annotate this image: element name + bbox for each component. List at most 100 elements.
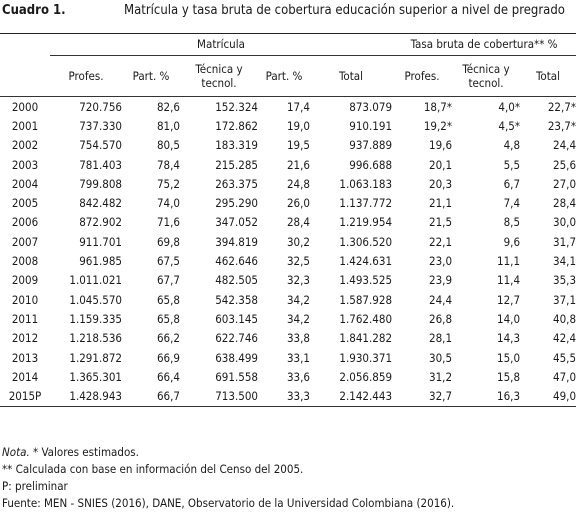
- year-cell: 2004: [11, 176, 39, 191]
- value-cell: 6,7: [503, 176, 521, 191]
- value-cell: 19,5: [286, 138, 310, 153]
- table-row: 2012 1.218.536 66,2 622.746 33,8 1.841.282 28,…: [0, 329, 576, 348]
- value-cell: 11,4: [497, 273, 521, 288]
- value-cell: 32,7: [392, 386, 453, 407]
- value-cell: 394.819: [215, 234, 258, 249]
- value-cell: 1.045.570: [69, 292, 122, 307]
- value-cell: 33,8: [286, 331, 310, 346]
- value-cell: 32,5: [286, 254, 310, 269]
- value-cell: 603.145: [215, 311, 258, 326]
- value-cell: 2.056.859: [339, 369, 393, 384]
- value-cell: 12,7: [497, 292, 521, 307]
- value-cell: 67,5: [156, 254, 180, 269]
- value-cell: 32,3: [286, 273, 310, 288]
- value-cell: 67,7: [156, 273, 180, 288]
- value-cell: 66,9: [156, 350, 180, 365]
- enrollment-table: Matrícula Tasa bruta de cobertura** % Pr…: [0, 33, 576, 407]
- value-cell: 4,0*: [498, 99, 521, 114]
- value-cell: 542.358: [215, 292, 258, 307]
- value-cell: 23,9: [429, 273, 453, 288]
- table-row: 2005 842.482 74,0 295.290 26,0 1.137.772 21,1 7…: [0, 193, 576, 212]
- group-tasa: Tasa bruta de cobertura** %: [392, 33, 576, 56]
- value-cell: 33,6: [286, 369, 310, 384]
- value-cell: 28,1: [429, 331, 453, 346]
- year-cell: 2015P: [0, 386, 50, 407]
- note-label: Nota.: [2, 445, 30, 459]
- note-text: * Valores estimados.: [33, 445, 139, 459]
- value-cell: 2.142.443: [310, 386, 393, 407]
- value-cell: 34,2: [286, 311, 310, 326]
- value-cell: 16,3: [452, 386, 521, 407]
- value-cell: 30,2: [286, 234, 310, 249]
- note-census: ** Calculada con base en información del…: [2, 462, 304, 476]
- value-cell: 482.505: [215, 273, 258, 288]
- value-cell: 25,6: [553, 157, 576, 172]
- value-cell: 1.159.335: [69, 311, 122, 326]
- value-cell: 40,8: [553, 311, 576, 326]
- value-cell: 66,4: [156, 369, 180, 384]
- table-row: 2014 1.365.301 66,4 691.558 33,6 2.056.859 31,…: [0, 367, 576, 386]
- value-cell: 937.889: [349, 138, 393, 153]
- value-cell: 1.011.021: [69, 273, 122, 288]
- value-cell: 1.841.282: [339, 331, 393, 346]
- value-cell: 22,1: [429, 234, 453, 249]
- year-cell: 2009: [11, 273, 39, 288]
- value-cell: 1.291.872: [69, 350, 122, 365]
- value-cell: 78,4: [156, 157, 180, 172]
- value-cell: 23,0: [429, 254, 453, 269]
- value-cell: 45,5: [553, 350, 576, 365]
- value-cell: 26,8: [429, 311, 453, 326]
- value-cell: 9,6: [503, 234, 521, 249]
- column-header: Total: [520, 55, 576, 97]
- value-cell: 65,8: [156, 311, 180, 326]
- value-cell: 21,1: [429, 196, 453, 211]
- column-header: Técnica y tecnol.: [452, 55, 521, 97]
- table-row: 2001 737.330 81,0 172.862 19,0 910.191 19,2* 4,…: [0, 116, 576, 135]
- value-cell: 14,3: [497, 331, 521, 346]
- value-cell: 80,5: [156, 138, 180, 153]
- value-cell: 27,0: [553, 176, 576, 191]
- note-estimated: Nota. * Valores estimados.: [2, 444, 454, 461]
- value-cell: 24,4: [553, 138, 576, 153]
- value-cell: 1.219.954: [339, 215, 393, 230]
- value-cell: 30,5: [429, 350, 453, 365]
- value-cell: 20,3: [429, 176, 453, 191]
- value-cell: 8,5: [503, 215, 521, 230]
- table-row: 2004 799.808 75,2 263.375 24,8 1.063.183 20,3 6…: [0, 174, 576, 193]
- year-cell: 2014: [11, 369, 39, 384]
- value-cell: 20,1: [429, 157, 453, 172]
- value-cell: 1.762.480: [339, 311, 393, 326]
- column-header: Total: [310, 55, 393, 97]
- value-cell: 14,0: [497, 311, 521, 326]
- value-cell: 1.063.183: [339, 176, 393, 191]
- value-cell: 65,8: [156, 292, 180, 307]
- value-cell: 11,1: [497, 254, 521, 269]
- value-cell: 1.218.536: [69, 331, 122, 346]
- value-cell: 781.403: [79, 157, 122, 172]
- value-cell: 799.808: [79, 176, 122, 191]
- table-row: 2010 1.045.570 65,8 542.358 34,2 1.587.928 24,…: [0, 290, 576, 309]
- value-cell: 19,2*: [423, 118, 453, 133]
- value-cell: 754.570: [79, 138, 122, 153]
- value-cell: 37,1: [553, 292, 576, 307]
- value-cell: 28,4: [553, 196, 576, 211]
- value-cell: 34,1: [553, 254, 576, 269]
- value-cell: 4,8: [503, 138, 521, 153]
- year-cell: 2007: [11, 234, 39, 249]
- column-header: Profes.: [50, 55, 122, 97]
- value-cell: 42,4: [553, 331, 576, 346]
- value-cell: 1.428.943: [50, 386, 122, 407]
- value-cell: 4,5*: [498, 118, 521, 133]
- note-preliminary: P: preliminar: [2, 479, 68, 493]
- year-cell: 2002: [11, 138, 39, 153]
- value-cell: 21,6: [286, 157, 310, 172]
- value-cell: 19,6: [429, 138, 453, 153]
- value-cell: 1.365.301: [69, 369, 122, 384]
- table-notes: Nota. * Valores estimados. ** Calculada …: [2, 444, 454, 512]
- value-cell: 49,0: [520, 386, 576, 407]
- value-cell: 35,3: [553, 273, 576, 288]
- value-cell: 691.558: [215, 369, 258, 384]
- value-cell: 961.985: [79, 254, 122, 269]
- value-cell: 295.290: [215, 196, 258, 211]
- note-source: Fuente: MEN - SNIES (2016), DANE, Observ…: [2, 496, 455, 510]
